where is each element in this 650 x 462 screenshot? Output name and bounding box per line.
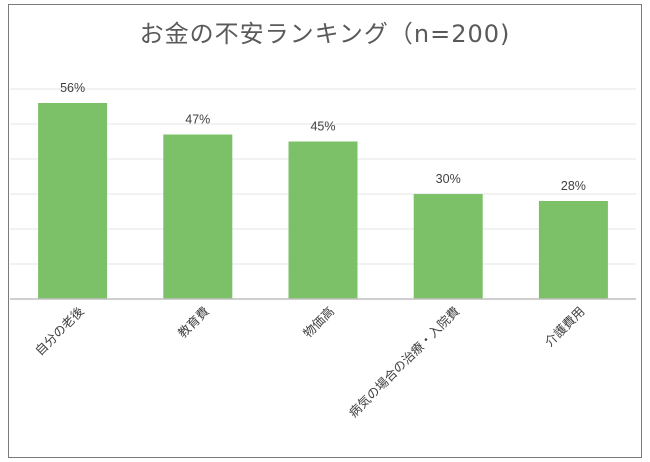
data-labels: 56% 47% 45% 30% 28% [60,81,586,193]
category-label: 病気の場合の治療・入院費 [346,304,463,421]
bars [38,103,608,299]
category-label: 物価高 [300,304,337,341]
category-label: 自分の老後 [32,303,87,358]
category-label: 教育費 [175,304,212,341]
bar [538,201,608,299]
category-labels: 自分の老後 教育費 物価高 病気の場合の治療・入院費 介護費用 [32,303,588,420]
bar [163,134,233,299]
bar [288,141,358,299]
data-label: 30% [436,172,461,186]
category-label: 介護費用 [542,304,588,350]
data-label: 28% [561,179,586,193]
data-label: 45% [310,120,335,134]
bar [38,103,108,299]
data-label: 56% [60,81,85,95]
data-label: 47% [185,113,210,127]
bar [413,194,483,299]
chart-title: お金の不安ランキング（n=200) [139,20,511,48]
